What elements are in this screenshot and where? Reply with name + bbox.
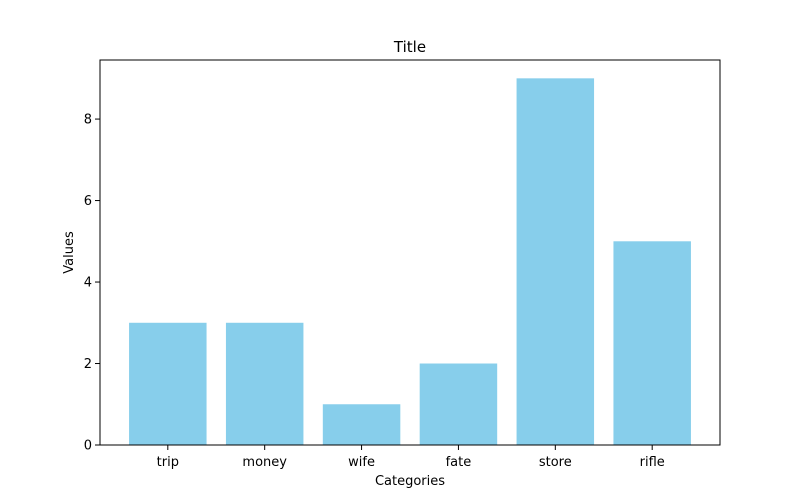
- y-tick-label: 0: [84, 439, 92, 454]
- bar-trip: [129, 322, 207, 445]
- bar-money: [225, 322, 304, 445]
- bar-fate: [419, 363, 498, 445]
- plot-frame: [99, 59, 721, 446]
- x-tick-label: trip: [157, 455, 179, 470]
- x-tick-label: store: [539, 455, 572, 470]
- x-axis-label: Categories: [375, 474, 445, 489]
- x-tick-label: rifle: [640, 455, 665, 470]
- y-axis-label: Values: [62, 231, 77, 274]
- x-axis: trip money wife fate store rifle: [157, 445, 665, 470]
- bars-layer: [129, 78, 691, 445]
- y-tick-label: 2: [84, 357, 92, 372]
- bar-wife: [322, 404, 401, 445]
- y-tick-label: 8: [84, 113, 92, 128]
- x-tick-label: fate: [446, 455, 472, 470]
- x-tick-label: money: [242, 455, 287, 470]
- y-tick-label: 4: [84, 276, 92, 291]
- bar-store: [516, 78, 595, 445]
- y-axis: 0 2 4 6 8: [84, 113, 100, 454]
- chart-title: Title: [393, 38, 426, 56]
- x-tick-label: wife: [348, 455, 375, 470]
- y-tick-label: 6: [84, 194, 92, 209]
- bar-rifle: [613, 241, 691, 445]
